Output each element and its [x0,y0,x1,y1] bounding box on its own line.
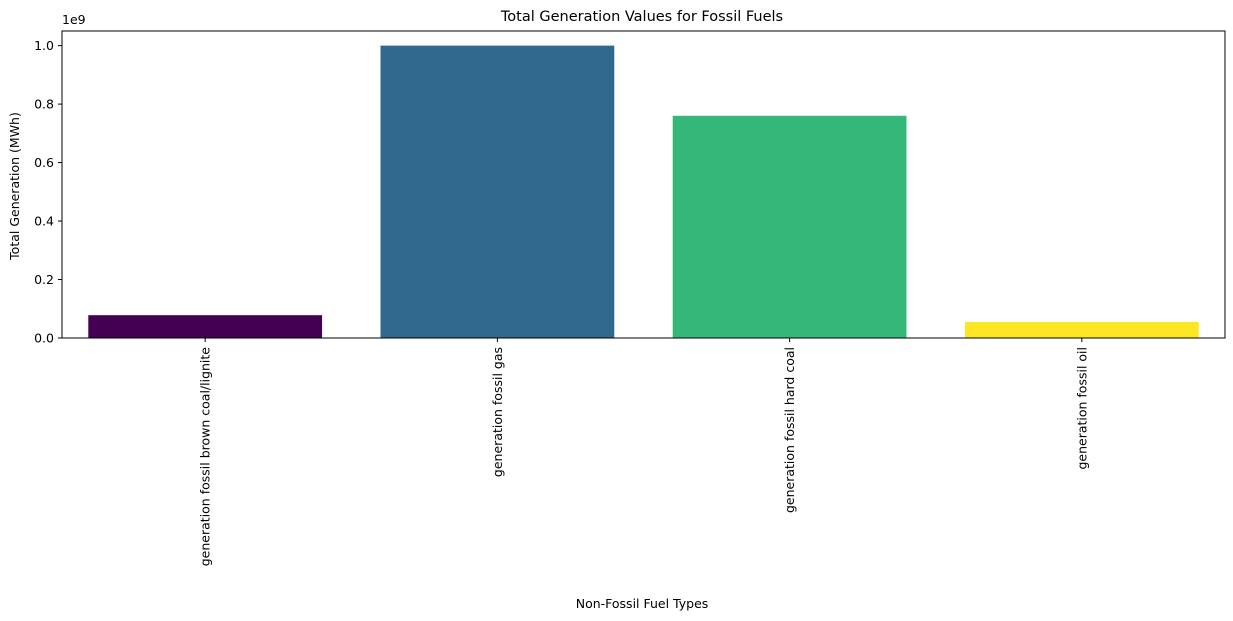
x-tick-label: generation fossil oil [1074,347,1089,470]
y-tick-label: 0.2 [34,272,54,287]
bar-1 [380,45,615,338]
x-tick-label: generation fossil hard coal [782,347,797,513]
bar-0 [88,315,323,338]
y-axis: 0.0 0.2 0.4 0.6 0.8 1.0 [34,38,62,346]
bars-group [88,45,1199,339]
bar-2 [672,115,907,339]
y-axis-label: Total Generation (MWh) [7,112,22,261]
x-axis: generation fossil brown coal/lignite gene… [198,338,1089,567]
y-tick-label: 1.0 [34,38,54,53]
x-tick-label: generation fossil brown coal/lignite [198,347,213,567]
y-tick-label: 0.8 [34,97,54,112]
y-axis-offset-label: 1e9 [62,12,86,27]
x-axis-label: Non-Fossil Fuel Types [576,596,709,611]
y-tick-label: 0.4 [34,214,54,229]
chart-title: Total Generation Values for Fossil Fuels [500,9,783,25]
y-tick-label: 0.0 [34,331,54,346]
plot-frame [61,30,1226,339]
x-tick-label: generation fossil gas [490,347,505,477]
y-tick-label: 0.6 [34,155,54,170]
bar-3 [964,321,1199,338]
